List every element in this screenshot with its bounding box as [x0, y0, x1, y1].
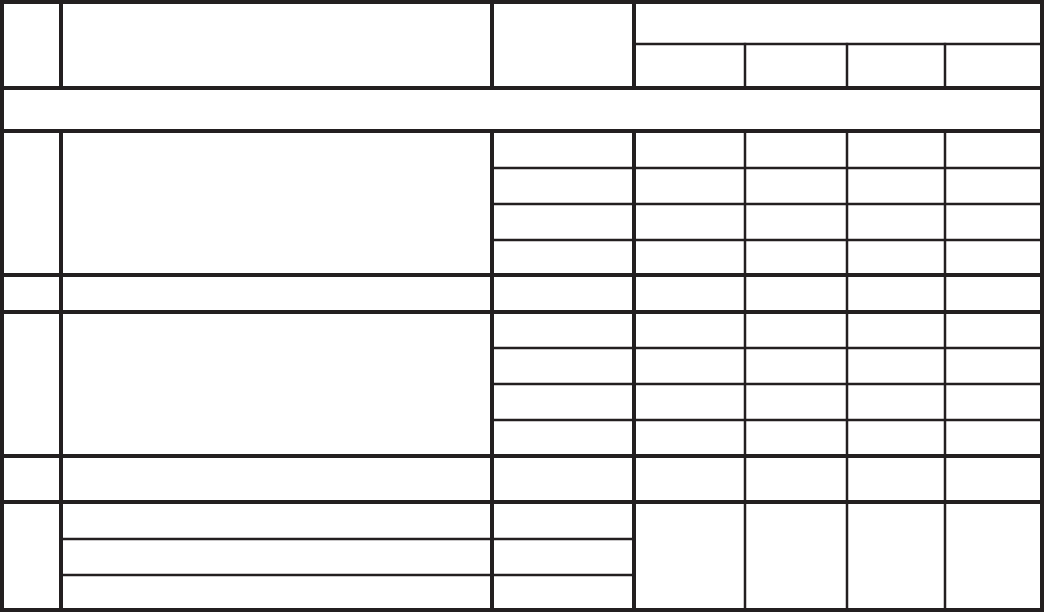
empty-table-grid	[0, 0, 1044, 612]
